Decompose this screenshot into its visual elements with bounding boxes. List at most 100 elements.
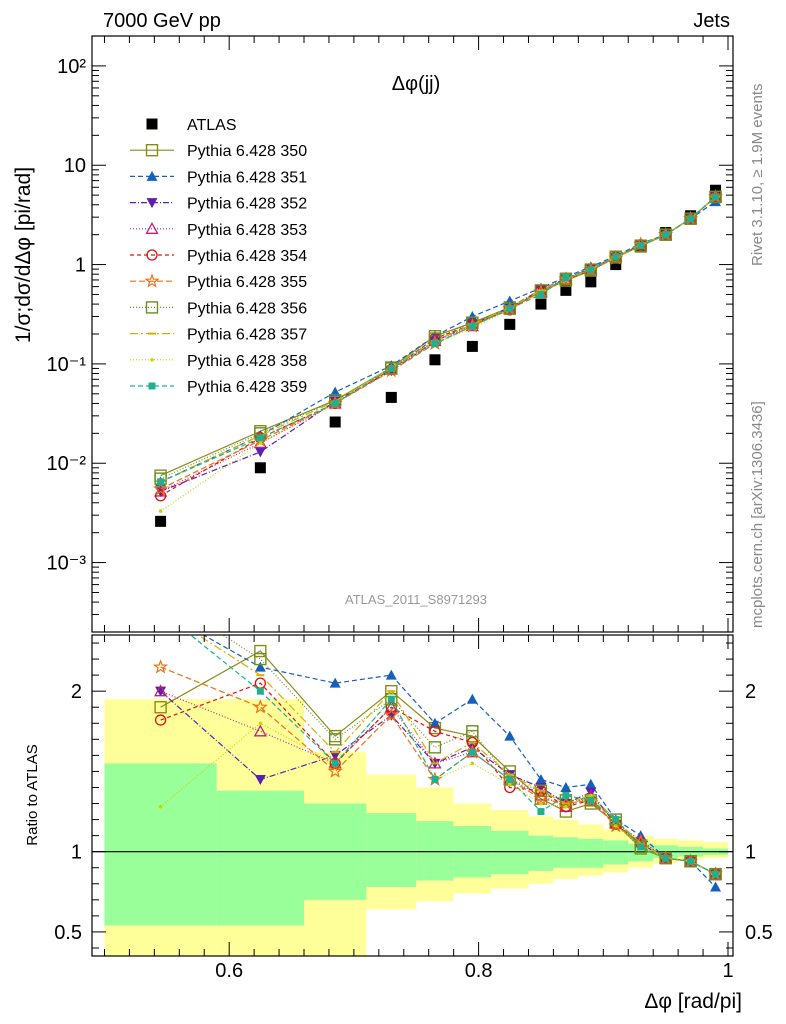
legend-marker xyxy=(145,143,159,157)
ratio-y-tick-label-right: 0.5 xyxy=(745,922,773,944)
data-point xyxy=(504,318,516,330)
ratio-point xyxy=(612,816,620,824)
data-point xyxy=(429,354,441,366)
legend-entry: Pythia 6.428 355 xyxy=(130,273,307,291)
ratio-point xyxy=(428,741,442,754)
data-point xyxy=(558,271,574,286)
ratio-point xyxy=(331,759,339,767)
data-point xyxy=(584,263,598,276)
legend-label: Pythia 6.428 351 xyxy=(187,169,307,186)
legend-label: Pythia 6.428 356 xyxy=(187,300,307,317)
ratio-y-tick-label-right: 1 xyxy=(745,842,756,864)
data-point xyxy=(329,416,341,428)
data-point xyxy=(634,239,647,252)
data-point xyxy=(387,364,395,372)
legend-entry: Pythia 6.428 352 xyxy=(130,196,307,213)
y-tick-label: 10 xyxy=(64,155,86,177)
data-point xyxy=(560,284,572,296)
uncertainty-band-inner xyxy=(553,837,579,868)
ratio-point xyxy=(429,725,441,737)
ratio-point xyxy=(709,867,722,881)
data-point xyxy=(154,490,167,502)
data-point xyxy=(155,515,167,527)
ratio-point xyxy=(254,774,266,785)
ratio-point xyxy=(506,775,514,783)
data-point xyxy=(466,311,478,322)
uncertainty-band-inner xyxy=(491,830,529,875)
y-tick-label: 10⁻¹ xyxy=(47,354,87,376)
data-point xyxy=(385,362,398,375)
legend-entry: Pythia 6.428 357 xyxy=(130,327,307,344)
ratio-y-tick-label: 1 xyxy=(71,842,82,864)
legend-entry: Pythia 6.428 358 xyxy=(130,353,307,370)
ratio-point xyxy=(383,707,399,722)
data-point xyxy=(608,250,624,265)
ratio-point xyxy=(710,881,722,892)
data-point xyxy=(684,212,697,225)
ratio-y-axis-label: Ratio to ATLAS xyxy=(24,744,41,845)
ratio-point xyxy=(254,652,267,666)
data-point xyxy=(331,399,339,407)
legend-label: Pythia 6.428 354 xyxy=(187,248,307,265)
legend-marker xyxy=(146,118,158,130)
legend-marker xyxy=(145,301,159,314)
ratio-point xyxy=(153,659,169,674)
ratio-point xyxy=(157,607,164,614)
ratio-point xyxy=(613,824,618,828)
ratio-point xyxy=(254,644,267,658)
data-point xyxy=(712,193,720,201)
main-panel: 10⁻³ 10⁻² 10⁻¹ 1 10 10² Δφ(jj) 1/σ;dσ/dΔφ [pi… xyxy=(12,35,734,633)
data-point xyxy=(609,250,622,263)
data-point xyxy=(506,305,514,313)
ratio-point xyxy=(560,781,572,792)
ratio-point xyxy=(431,775,439,783)
ratio-point xyxy=(158,804,163,809)
legend-entry: Pythia 6.428 353 xyxy=(130,222,307,239)
legend-entry: Pythia 6.428 356 xyxy=(130,300,307,317)
rivet-label: Rivet 3.1.10, ≥ 1.9M events xyxy=(749,84,766,267)
y-tick-label: 10⁻³ xyxy=(47,553,87,575)
ratio-point xyxy=(634,840,647,854)
ratio-point xyxy=(329,757,341,770)
ratio-series-pythia-356 xyxy=(221,635,722,881)
ratio-point xyxy=(154,714,167,726)
data-point xyxy=(537,290,545,298)
ratio-y-tick-label-right: 2 xyxy=(745,681,756,703)
ratio-point xyxy=(684,855,697,868)
ratio-point xyxy=(329,677,341,688)
ratio-line xyxy=(196,635,716,875)
data-point xyxy=(709,190,722,204)
legend-marker xyxy=(145,221,159,234)
series-pythia-359 xyxy=(157,193,720,486)
data-point xyxy=(468,322,476,330)
ratio-point xyxy=(535,773,547,784)
data-point xyxy=(587,266,595,274)
legend-marker xyxy=(150,358,154,362)
series-line xyxy=(160,196,716,483)
data-point xyxy=(535,298,547,310)
uncertainty-band-inner xyxy=(578,838,604,868)
legend-entry: Pythia 6.428 351 xyxy=(130,169,307,186)
x-axis-label: Δφ [rad/pi] xyxy=(644,990,742,1013)
ratio-point xyxy=(466,725,479,738)
main-title: Δφ(jj) xyxy=(392,73,441,95)
ratio-point xyxy=(468,748,476,756)
ratio-point xyxy=(385,693,398,706)
uncertainty-band-inner xyxy=(528,835,554,871)
data-point xyxy=(659,228,672,241)
ratio-point xyxy=(589,793,593,798)
y-tick-label: 10⁻² xyxy=(47,453,87,475)
y-tick-label: 1 xyxy=(75,255,86,277)
ratio-point xyxy=(252,699,268,714)
ratio-point xyxy=(327,763,343,778)
legend-label: Pythia 6.428 358 xyxy=(187,353,307,370)
ratio-point xyxy=(637,843,645,851)
legend-entry: Pythia 6.428 350 xyxy=(130,143,307,160)
data-point xyxy=(254,447,266,458)
ratio-point xyxy=(385,669,397,680)
ratio-point xyxy=(564,804,568,809)
legend-marker xyxy=(144,273,160,288)
ratio-point xyxy=(560,801,572,813)
ratio-point xyxy=(562,792,570,799)
ratio-point xyxy=(587,796,595,804)
